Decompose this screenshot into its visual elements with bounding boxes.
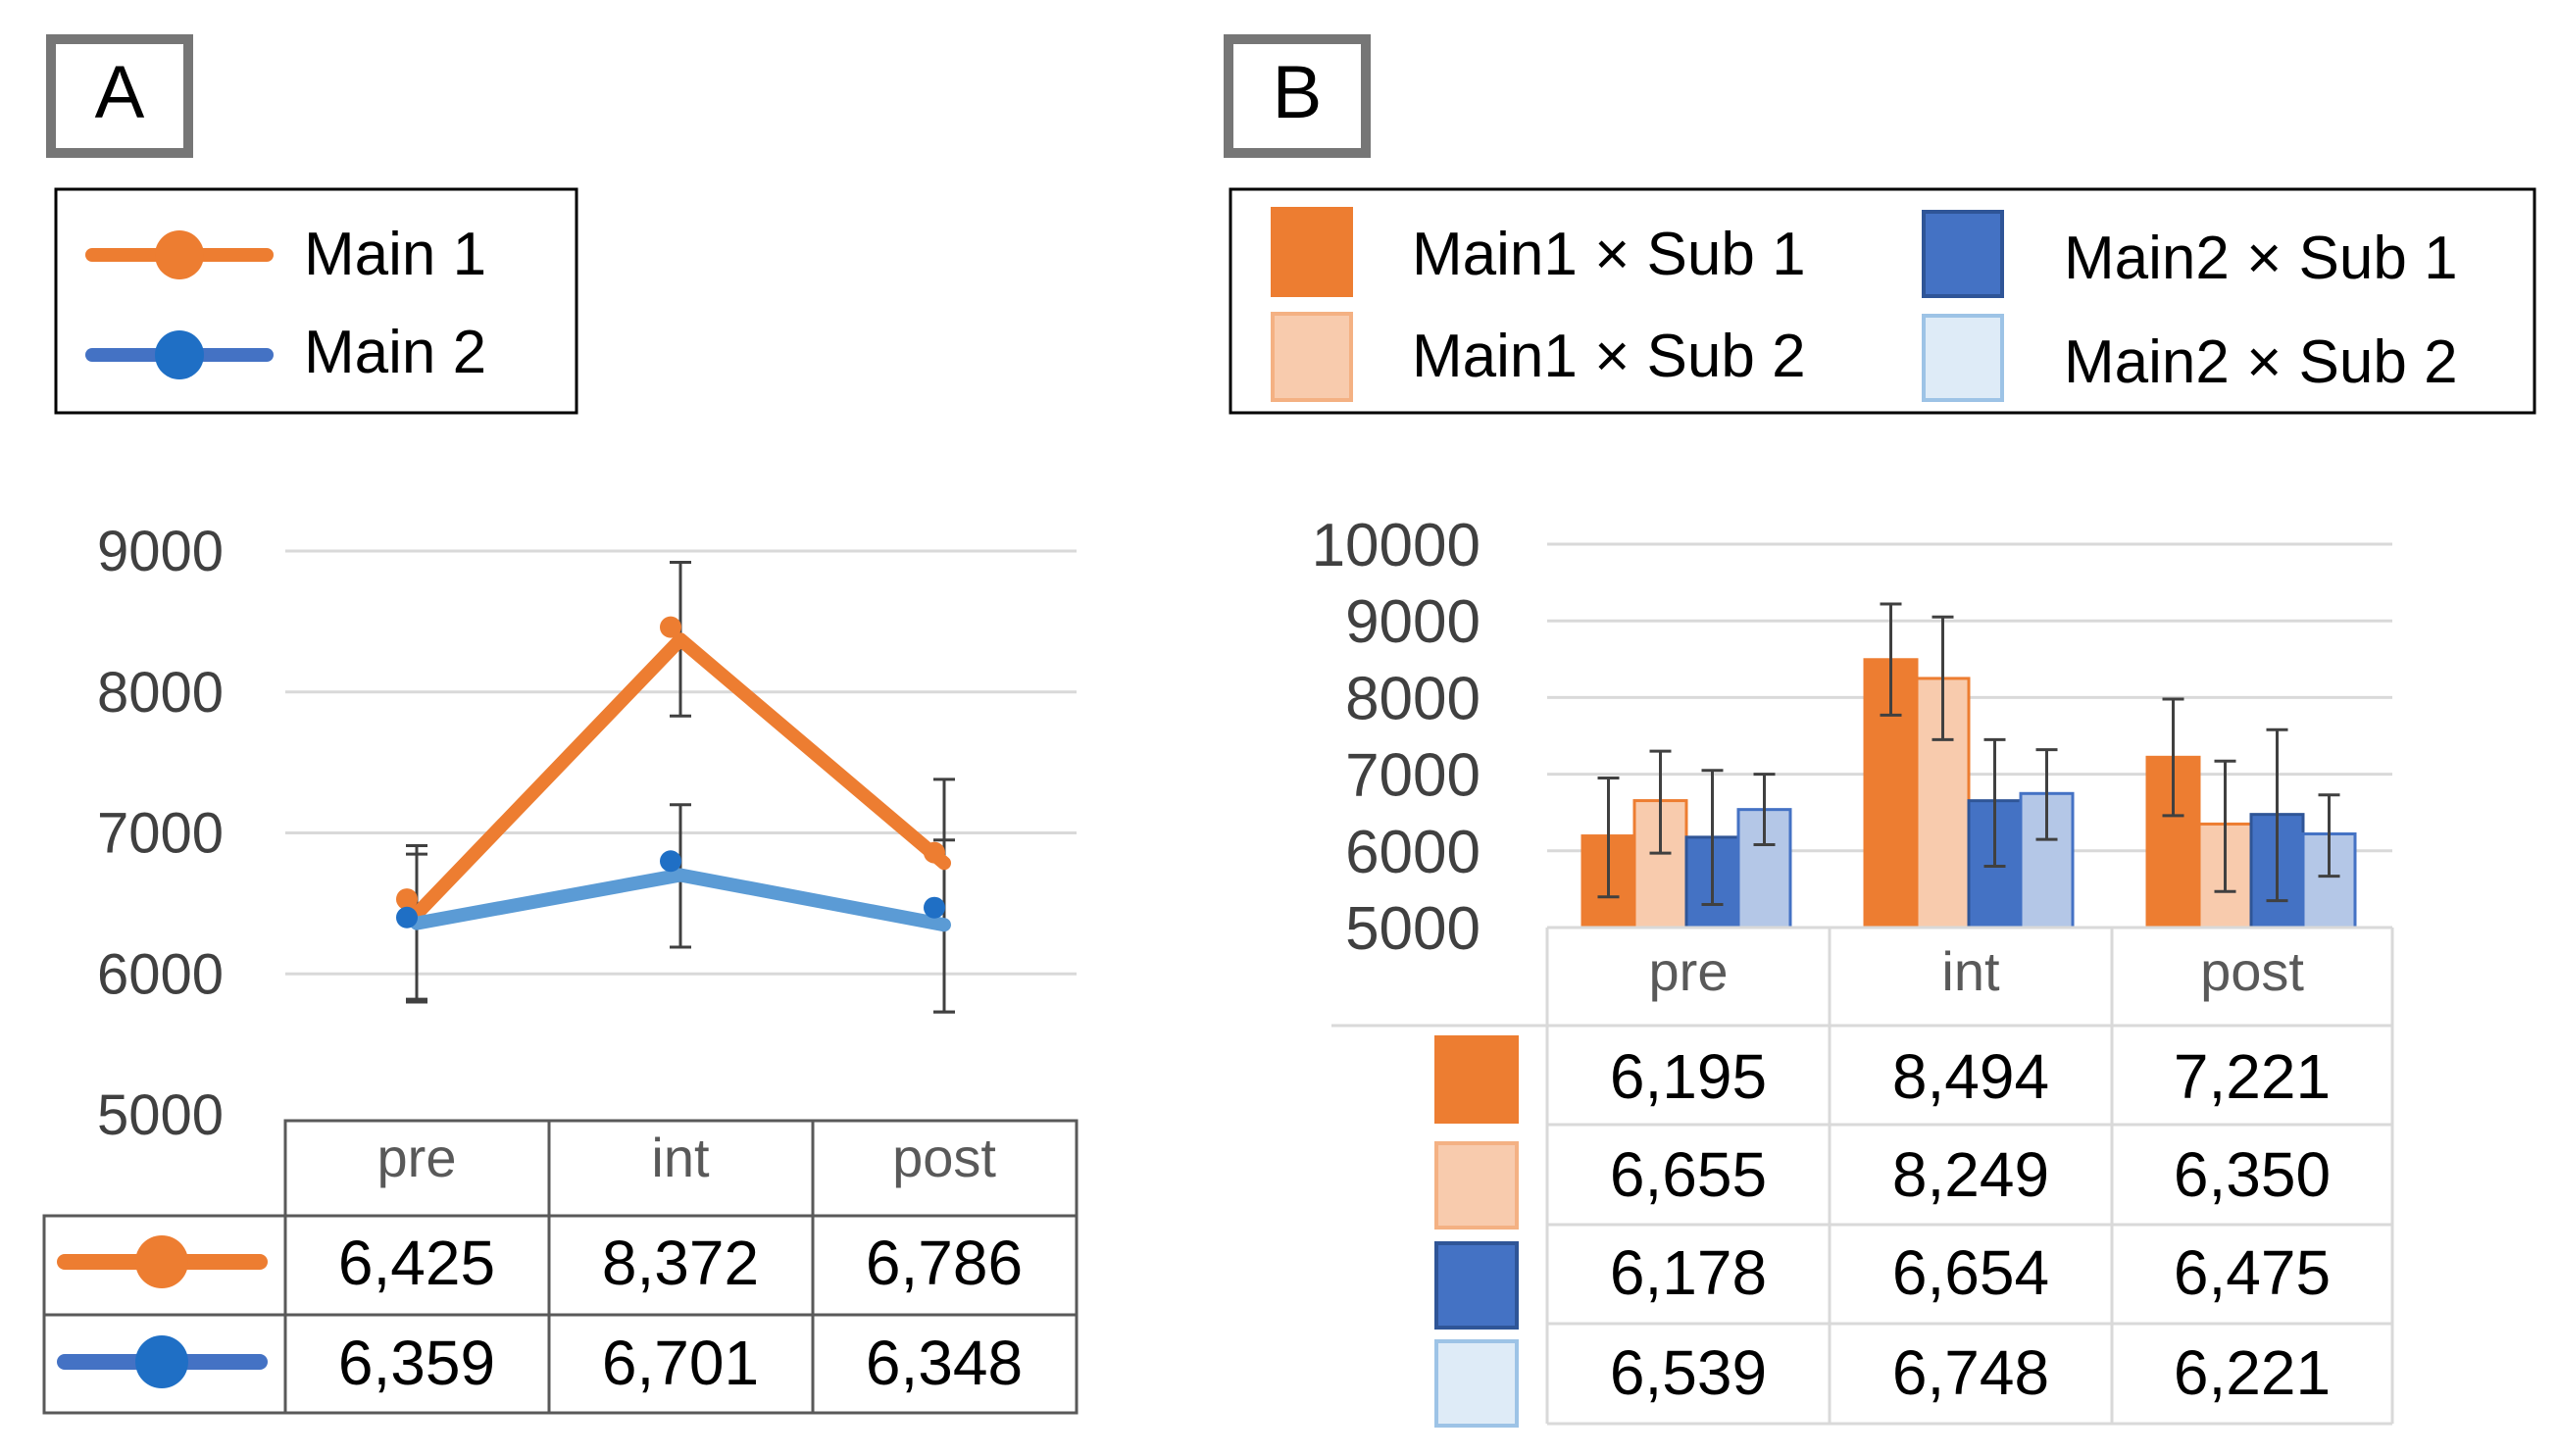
table-cell: 6,348: [866, 1328, 1023, 1398]
panel-b: B Main1 × Sub 1 Main1 × Sub 2 Main2 × Su…: [1224, 34, 2536, 1428]
x-tick-label-post: post: [2200, 940, 2304, 1002]
data-point: [924, 841, 945, 864]
y-tick-label: 5000: [97, 1083, 224, 1147]
legend-label-main2-sub2: Main2 × Sub 2: [2064, 328, 2458, 396]
data-point: [660, 616, 681, 638]
x-tick-label-post: post: [892, 1127, 996, 1188]
panel-a-y-tick-labels: 9000 8000 7000 6000 5000: [97, 520, 224, 1147]
panel-b-y-tick-labels: 10000 9000 8000 7000 6000 5000: [1312, 512, 1480, 963]
y-tick-label: 9000: [1345, 588, 1480, 656]
table-key-swatch-main2-sub1: [1434, 1241, 1519, 1330]
legend-swatch-main1-sub2: [1271, 312, 1353, 402]
panel-a-markers: [396, 616, 945, 929]
table-key-swatch-main1-sub1: [1434, 1035, 1519, 1124]
panel-a-label: A: [95, 51, 145, 134]
table-cell: 8,249: [1892, 1139, 2049, 1210]
panel-b-legend: Main1 × Sub 1 Main1 × Sub 2 Main2 × Sub …: [1229, 187, 2536, 415]
legend-frame: [54, 187, 578, 415]
table-cell: 6,359: [338, 1328, 495, 1398]
table-cell: 6,701: [602, 1328, 759, 1398]
panel-b-label: B: [1273, 51, 1323, 134]
series-line-main1: [410, 632, 951, 922]
legend-label-main2: Main 2: [304, 319, 486, 386]
panel-a: A Main 1 Main 2 9000 8000 7000 6000 5000 pre…: [42, 34, 1079, 1415]
panel-b-error-bars: [1597, 602, 2340, 907]
legend-label-main1: Main 1: [304, 221, 486, 288]
table-cell: 6,786: [866, 1228, 1023, 1298]
legend-swatch-main2-sub1: [1922, 210, 2004, 298]
table-cell: 6,655: [1610, 1139, 1767, 1210]
table-key-swatch-main2-sub2: [1434, 1339, 1519, 1428]
x-tick-label-pre: pre: [377, 1127, 457, 1188]
data-point: [396, 906, 418, 929]
y-tick-label: 8000: [1345, 665, 1480, 732]
x-tick-label-pre: pre: [1649, 940, 1729, 1002]
panel-b-data-table: pre int post 6,195 8,494 7,221 6,655 8,2…: [1331, 926, 2394, 1428]
table-cell: 6,178: [1610, 1237, 1767, 1308]
table-cell: 6,748: [1892, 1337, 2049, 1408]
y-tick-label: 9000: [97, 520, 224, 583]
legend-marker-main2: [155, 330, 204, 379]
table-key-marker-main1: [135, 1235, 188, 1288]
legend-swatch-main1-sub1: [1271, 207, 1353, 297]
y-tick-label: 5000: [1345, 895, 1480, 963]
y-tick-label: 7000: [97, 802, 224, 866]
legend-label-main2-sub1: Main2 × Sub 1: [2064, 225, 2458, 292]
bar-main1-sub2: [1915, 677, 1971, 929]
table-cell: 6,425: [338, 1228, 495, 1298]
data-point: [660, 850, 681, 873]
legend-marker-main1: [155, 230, 204, 279]
panel-b-label-box: [1224, 34, 1371, 158]
table-cell: 8,494: [1892, 1041, 2049, 1112]
y-tick-label: 6000: [97, 942, 224, 1006]
table-cell: 6,539: [1610, 1337, 1767, 1408]
legend-label-main1-sub2: Main1 × Sub 2: [1412, 323, 1806, 390]
panel-a-legend: Main 1 Main 2: [54, 187, 578, 415]
table-cell: 6,654: [1892, 1237, 2049, 1308]
table-key-marker-main2: [135, 1335, 188, 1388]
panel-b-bars: [1581, 658, 2357, 929]
y-tick-label: 8000: [97, 661, 224, 725]
x-tick-label-int: int: [1941, 940, 2000, 1002]
table-cell: 7,221: [2174, 1041, 2331, 1112]
y-tick-label: 6000: [1345, 819, 1480, 886]
table-key-swatch-main1-sub2: [1434, 1141, 1519, 1230]
table-cell: 6,475: [2174, 1237, 2331, 1308]
panel-a-data-table: pre int post 6,425 8,372 6,786 6,359 6,7…: [42, 1119, 1079, 1415]
panel-a-label-box: [46, 34, 193, 158]
table-cell: 6,350: [2174, 1139, 2331, 1210]
legend-frame: [1229, 187, 2536, 415]
panel-a-series-lines: [410, 632, 951, 932]
y-tick-label: 7000: [1345, 742, 1480, 810]
table-cell: 6,195: [1610, 1041, 1767, 1112]
y-tick-label: 10000: [1312, 512, 1480, 579]
legend-label-main1-sub1: Main1 × Sub 1: [1412, 221, 1806, 288]
legend-swatch-main2-sub2: [1922, 314, 2004, 402]
data-point: [924, 896, 945, 919]
table-cell: 8,372: [602, 1228, 759, 1298]
table-cell: 6,221: [2174, 1337, 2331, 1408]
series-line-main2: [410, 868, 951, 932]
x-tick-label-int: int: [651, 1127, 710, 1188]
data-point: [396, 888, 418, 911]
